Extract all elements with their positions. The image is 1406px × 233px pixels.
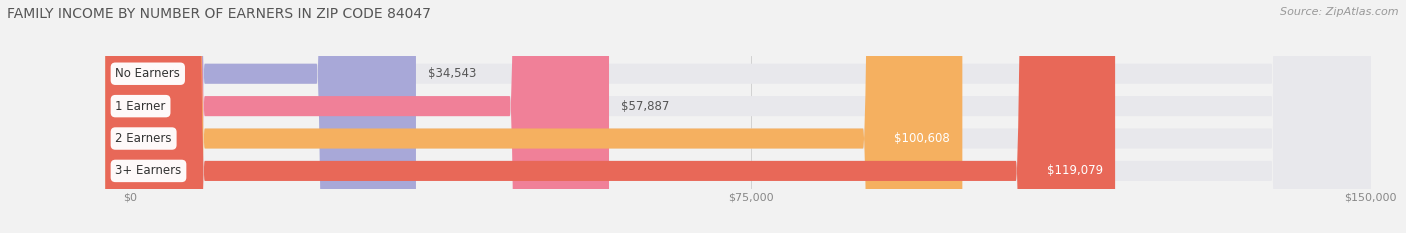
FancyBboxPatch shape	[105, 0, 1371, 233]
FancyBboxPatch shape	[105, 0, 1371, 233]
Text: 3+ Earners: 3+ Earners	[115, 164, 181, 177]
Text: $119,079: $119,079	[1046, 164, 1102, 177]
FancyBboxPatch shape	[105, 0, 1371, 233]
FancyBboxPatch shape	[105, 0, 609, 233]
Text: 1 Earner: 1 Earner	[115, 100, 166, 113]
Text: $57,887: $57,887	[621, 100, 669, 113]
FancyBboxPatch shape	[105, 0, 1371, 233]
Text: $34,543: $34,543	[429, 67, 477, 80]
FancyBboxPatch shape	[105, 0, 1115, 233]
Text: 2 Earners: 2 Earners	[115, 132, 172, 145]
Text: No Earners: No Earners	[115, 67, 180, 80]
FancyBboxPatch shape	[105, 0, 416, 233]
FancyBboxPatch shape	[105, 0, 962, 233]
Text: Source: ZipAtlas.com: Source: ZipAtlas.com	[1281, 7, 1399, 17]
Text: $100,608: $100,608	[894, 132, 950, 145]
Text: FAMILY INCOME BY NUMBER OF EARNERS IN ZIP CODE 84047: FAMILY INCOME BY NUMBER OF EARNERS IN ZI…	[7, 7, 430, 21]
